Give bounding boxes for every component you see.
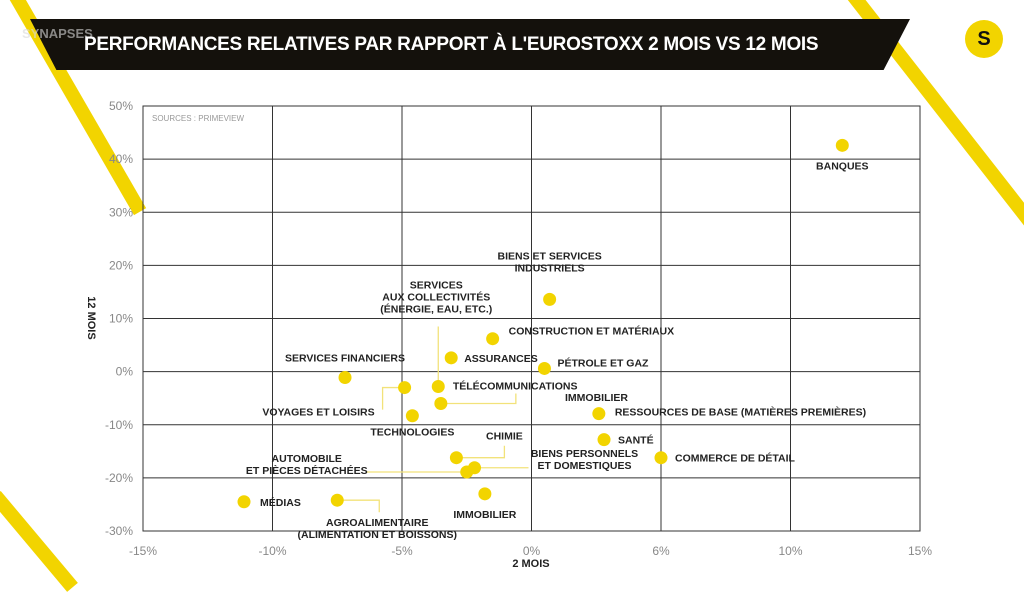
data-point	[338, 370, 352, 384]
data-point	[405, 409, 419, 423]
point-label: CHIMIE	[486, 431, 523, 443]
point-label: BIENS ET SERVICES INDUSTRIELS	[497, 250, 601, 274]
data-point	[543, 292, 557, 306]
y-tick-label: 10%	[109, 312, 133, 326]
brand-watermark: SYNAPSES	[22, 26, 93, 41]
data-point	[537, 361, 551, 375]
x-tick-label: -15%	[129, 544, 157, 558]
connector-line	[440, 393, 517, 405]
chart-title: PERFORMANCES RELATIVES PAR RAPPORT À L'E…	[84, 34, 819, 55]
point-label: CONSTRUCTION ET MATÉRIAUX	[509, 325, 674, 338]
point-label: ASSURANCES	[464, 353, 538, 365]
data-point	[444, 351, 458, 365]
connector-line	[337, 499, 380, 513]
data-point	[835, 138, 849, 152]
connector-line	[456, 445, 506, 459]
y-tick-label: 30%	[109, 205, 133, 219]
point-label: AUTOMOBILE ET PIÈCES DÉTACHÉES	[246, 453, 368, 477]
logo-icon: S	[965, 20, 1003, 58]
point-label: MÉDIAS	[260, 496, 301, 509]
point-label: BIENS PERSONNELS ET DOMESTIQUES	[531, 448, 638, 472]
data-point	[478, 487, 492, 501]
data-point	[597, 433, 611, 447]
data-point	[592, 407, 606, 421]
data-point	[237, 495, 251, 509]
point-label: VOYAGES ET LOISIRS	[262, 407, 374, 419]
point-label: TÉLÉCOMMUNICATIONS	[453, 380, 578, 393]
data-point	[398, 381, 412, 395]
y-tick-label: -10%	[105, 418, 133, 432]
point-label: BANQUES	[816, 160, 869, 172]
data-point	[449, 451, 463, 465]
x-tick-label: 6%	[652, 544, 670, 558]
scatter-chart: -15% -10% -5% 0% 6% 10% 15% 50% 40% 30% 20% 10% 0% -1…	[85, 99, 932, 570]
point-label: IMMOBILIER	[453, 509, 516, 521]
title-banner	[30, 19, 910, 70]
x-tick-label: 0%	[523, 544, 541, 558]
y-tick-label: 20%	[109, 258, 133, 272]
data-point	[468, 461, 482, 475]
data-point	[330, 493, 344, 507]
y-tick-label: -20%	[105, 471, 133, 485]
data-point	[486, 332, 500, 346]
point-label: RESSOURCES DE BASE (MATIÈRES PREMIÈRES)	[615, 406, 866, 419]
y-tick-label: 50%	[109, 99, 133, 113]
x-tick-label: -10%	[258, 544, 286, 558]
point-label: PÉTROLE ET GAZ	[557, 356, 649, 369]
x-tick-label: 10%	[778, 544, 802, 558]
data-point	[431, 380, 445, 393]
point-label: COMMERCE DE DÉTAIL	[675, 452, 796, 465]
point-label: SERVICES FINANCIERS	[285, 352, 405, 364]
point-label: AGROALIMENTAIRE (ALIMENTATION ET BOISSONS…	[298, 517, 457, 541]
y-tick-label: 40%	[109, 152, 133, 166]
annotation-immobilier: IMMOBILIER	[565, 392, 628, 404]
point-label: SANTÉ	[618, 434, 654, 447]
data-point	[654, 451, 668, 465]
x-axis-label: 2 MOIS	[512, 558, 549, 570]
source-note: SOURCES : PRIMEVIEW	[152, 114, 244, 123]
x-tick-label: -5%	[391, 544, 413, 558]
data-point	[434, 397, 448, 410]
y-axis-label: 12 MOIS	[85, 296, 97, 339]
x-tick-label: 15%	[908, 544, 932, 558]
point-label: TECHNOLOGIES	[370, 427, 454, 439]
y-tick-label: 0%	[116, 365, 134, 379]
y-tick-label: -30%	[105, 524, 133, 538]
point-label: SERVICES AUX COLLECTIVITÉS (ÉNERGIE, EAU, …	[380, 280, 492, 316]
